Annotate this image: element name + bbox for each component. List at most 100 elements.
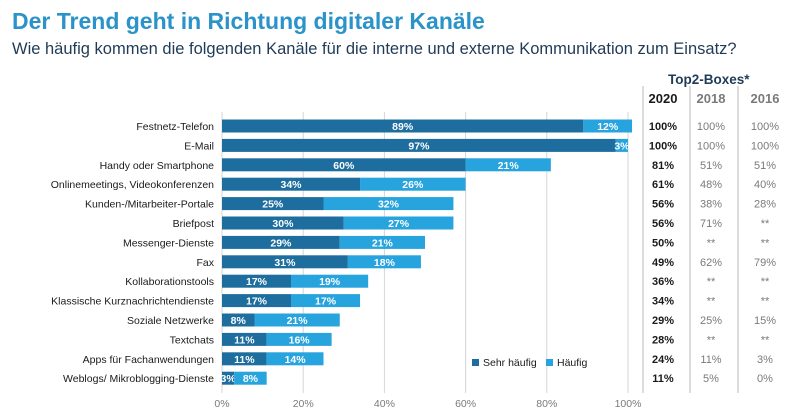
bar-segment bbox=[222, 332, 267, 346]
bar-segment bbox=[222, 138, 616, 152]
bar-value-label: 17% bbox=[246, 296, 268, 308]
top2-value: ** bbox=[761, 218, 770, 230]
top2-value: 11% bbox=[700, 354, 721, 366]
x-tick-label: 60% bbox=[455, 398, 476, 410]
top2-value: 79% bbox=[754, 257, 776, 269]
top2-value: 3% bbox=[757, 354, 773, 366]
bar-value-label: 34% bbox=[281, 179, 303, 191]
top2-value: ** bbox=[707, 334, 716, 346]
top2-header: 2020 bbox=[649, 91, 678, 106]
bar-segment bbox=[339, 235, 425, 249]
top2-value: 48% bbox=[700, 179, 722, 191]
bar-value-label: 18% bbox=[374, 257, 396, 269]
bar-value-label: 31% bbox=[274, 257, 296, 269]
top2-value: 100% bbox=[751, 121, 779, 133]
legend-label: Häufig bbox=[557, 357, 588, 369]
bar-value-label: 17% bbox=[315, 296, 337, 308]
bar-value-label: 60% bbox=[333, 160, 355, 172]
bar-value-label: 11% bbox=[234, 354, 255, 366]
bar-segment bbox=[222, 274, 292, 288]
bar-value-label: 17% bbox=[246, 276, 268, 288]
bar-value-label: 12% bbox=[597, 121, 619, 133]
category-label: Klassische Kurznachrichtendienste bbox=[51, 296, 214, 308]
bar-segment bbox=[222, 352, 267, 366]
top2-value: 40% bbox=[754, 179, 776, 191]
top2-value: 100% bbox=[697, 140, 725, 152]
category-label: Messenger-Dienste bbox=[123, 237, 214, 249]
category-label: Handy oder Smartphone bbox=[100, 160, 215, 172]
bar-segment bbox=[266, 332, 332, 346]
top2-value: 24% bbox=[652, 354, 674, 366]
bar-value-label: 16% bbox=[289, 334, 311, 346]
bar-segment bbox=[222, 294, 292, 308]
bar-segment bbox=[347, 255, 421, 269]
bar-segment bbox=[291, 274, 369, 288]
top2-value: 81% bbox=[652, 160, 674, 172]
bar-segment bbox=[615, 138, 628, 152]
bar-value-label: 30% bbox=[272, 218, 294, 230]
bar-value-label: 32% bbox=[378, 199, 400, 211]
top2-value: ** bbox=[707, 276, 716, 288]
category-label: Weblogs/ Mikroblogging-Dienste bbox=[63, 373, 214, 385]
bar-segment bbox=[343, 216, 454, 230]
bar-value-label: 3% bbox=[614, 140, 630, 152]
bar-value-label: 21% bbox=[372, 237, 394, 249]
top2-value: 62% bbox=[700, 257, 722, 269]
category-label: Soziale Netzwerke bbox=[127, 315, 214, 327]
top2-header: 2018 bbox=[697, 91, 726, 106]
top2-value: ** bbox=[761, 237, 770, 249]
x-tick-label: 40% bbox=[374, 398, 395, 410]
x-tick-label: 100% bbox=[615, 398, 642, 410]
top2-value: 100% bbox=[751, 140, 779, 152]
bar-segment bbox=[222, 177, 361, 191]
bar-segment bbox=[465, 158, 551, 172]
bar-segment bbox=[222, 158, 466, 172]
category-label: Onlinemeetings, Videokonferenzen bbox=[51, 179, 214, 191]
bar-value-label: 14% bbox=[285, 354, 307, 366]
top2-value: 0% bbox=[757, 373, 773, 385]
bar-value-label: 8% bbox=[231, 315, 247, 327]
bar-value-label: 29% bbox=[270, 237, 292, 249]
top2-value: 49% bbox=[652, 257, 674, 269]
top2-value: 29% bbox=[652, 315, 674, 327]
category-label: E-Mail bbox=[184, 140, 214, 152]
top2-value: ** bbox=[761, 334, 770, 346]
bar-segment bbox=[222, 119, 584, 133]
top2-value: 36% bbox=[652, 276, 674, 288]
category-label: Kollaborationstools bbox=[125, 276, 214, 288]
bar-value-label: 25% bbox=[262, 199, 284, 211]
top2-value: 56% bbox=[652, 218, 674, 230]
category-label: Briefpost bbox=[173, 218, 215, 230]
category-label: Apps für Fachanwendungen bbox=[83, 354, 215, 366]
bar-segment bbox=[222, 235, 340, 249]
top2-value: 100% bbox=[697, 121, 725, 133]
category-label: Festnetz-Telefon bbox=[136, 121, 214, 133]
x-tick-label: 80% bbox=[536, 398, 557, 410]
bar-value-label: 19% bbox=[319, 276, 341, 288]
bar-segment bbox=[222, 216, 344, 230]
top2-value: ** bbox=[707, 296, 716, 308]
top2-value: 51% bbox=[700, 160, 722, 172]
top2-value: 25% bbox=[700, 315, 722, 327]
bar-segment bbox=[222, 371, 235, 385]
category-label: Kunden-/Mitarbeiter-Portale bbox=[85, 199, 214, 211]
top2-value: 56% bbox=[652, 199, 674, 211]
bar-segment bbox=[323, 197, 454, 211]
bar-value-label: 26% bbox=[402, 179, 424, 191]
bar-segment bbox=[266, 352, 324, 366]
bar-value-label: 21% bbox=[498, 160, 520, 172]
bar-segment bbox=[360, 177, 466, 191]
bar-segment bbox=[234, 371, 267, 385]
top2-header: 2016 bbox=[751, 91, 780, 106]
top2-value: 28% bbox=[652, 334, 674, 346]
bar-segment bbox=[222, 255, 348, 269]
top2-value: 38% bbox=[700, 199, 722, 211]
legend-swatch bbox=[546, 359, 553, 366]
top2-value: 71% bbox=[700, 218, 722, 230]
legend-label: Sehr häufig bbox=[483, 357, 537, 369]
category-label: Fax bbox=[196, 257, 214, 269]
bar-segment bbox=[222, 313, 255, 327]
top2-value: ** bbox=[761, 276, 770, 288]
chart-subtitle: Wie häufig kommen die folgenden Kanäle f… bbox=[12, 40, 737, 58]
x-tick-label: 0% bbox=[214, 398, 229, 410]
